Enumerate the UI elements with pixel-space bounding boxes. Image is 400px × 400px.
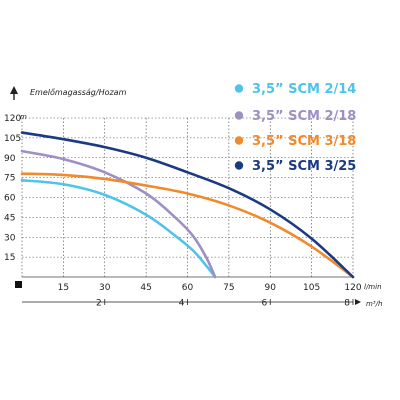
x-tick-label: 75	[223, 283, 234, 293]
legend-label: 3,5” SCM 3/18	[252, 134, 356, 149]
axes: Emelőmagasság/Hozam m l/min m³/h	[10, 86, 382, 308]
legend-marker	[234, 111, 244, 120]
legend: 3,5” SCM 2/14 3,5” SCM 2/18 3,5” SCM 3/18 3…	[234, 82, 356, 174]
x-tick-label: 105	[303, 283, 320, 293]
x-tick-label: 90	[265, 283, 277, 293]
x2-axis-unit: m³/h	[366, 300, 382, 308]
y-tick-label: 45	[4, 213, 15, 223]
x2-axis-arrow-head	[355, 299, 361, 305]
y-tick-label: 15	[4, 253, 15, 263]
secondary-x-axis: 2 4 6 8	[22, 299, 361, 309]
series-line	[20, 172, 355, 279]
x-axis-unit: l/min	[364, 283, 382, 291]
y-axis-unit: m	[20, 113, 27, 121]
x-tick-label: 45	[140, 283, 151, 293]
y-axis-label: Emelőmagasság/Hozam	[30, 88, 127, 97]
x2-tick-label: 8	[344, 299, 350, 309]
grid	[21, 117, 354, 278]
x2-tick-label: 2	[96, 299, 102, 309]
legend-label: 3,5” SCM 2/14	[252, 82, 356, 97]
legend-marker	[234, 136, 244, 145]
legend-label: 3,5” SCM 2/18	[252, 109, 356, 124]
legend-label: 3,5” SCM 3/25	[252, 159, 356, 174]
origin-marker	[15, 281, 22, 288]
legend-marker	[234, 84, 244, 93]
tick-labels: 120 105 90 75 60 45 30 15 15 30 45 60 75 90 105 120	[4, 114, 362, 293]
series-line	[20, 178, 217, 279]
x-tick-label: 15	[58, 283, 69, 293]
y-tick-label: 105	[4, 134, 21, 144]
y-axis-arrow-head	[10, 86, 18, 94]
series-line	[20, 149, 217, 279]
y-tick-label: 60	[4, 194, 16, 204]
series-line	[20, 131, 355, 279]
x2-tick-label: 4	[179, 299, 185, 309]
y-tick-label: 30	[4, 233, 16, 243]
series	[20, 131, 355, 279]
x-tick-label: 60	[182, 283, 194, 293]
legend-marker	[234, 161, 244, 170]
y-tick-label: 120	[4, 114, 21, 124]
x-tick-label: 120	[344, 283, 361, 293]
y-tick-label: 75	[4, 174, 15, 184]
x2-tick-label: 6	[262, 299, 268, 309]
y-tick-label: 90	[4, 154, 16, 164]
x-tick-label: 30	[99, 283, 111, 293]
